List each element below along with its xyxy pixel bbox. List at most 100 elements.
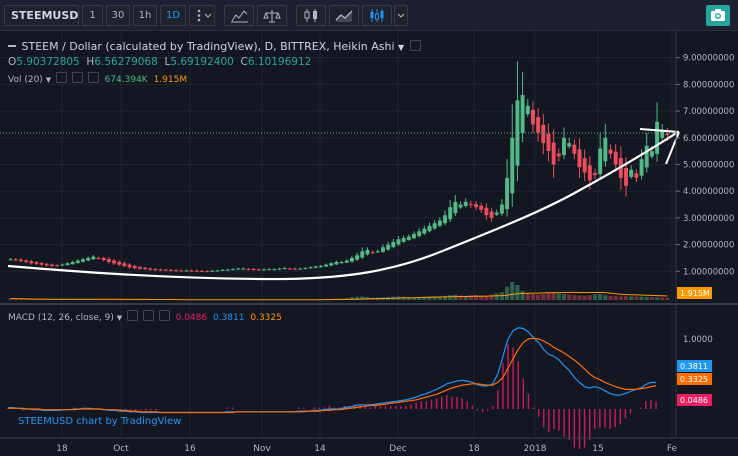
more-vert-icon bbox=[197, 9, 212, 22]
line-chart-button[interactable] bbox=[329, 5, 359, 26]
volume-legend: Vol (20) ▼ 674.394K 1.915M bbox=[8, 72, 187, 85]
more-intervals-button[interactable] bbox=[189, 5, 215, 26]
volume-bar bbox=[468, 295, 473, 300]
candle-body bbox=[101, 257, 106, 261]
volume-bar bbox=[24, 299, 29, 300]
volume-close-icon[interactable] bbox=[87, 72, 99, 83]
candle-body bbox=[267, 269, 272, 271]
candle-body bbox=[60, 264, 65, 266]
candle-body bbox=[629, 169, 634, 177]
volume-bar bbox=[355, 296, 360, 300]
macd-line-badge-bg bbox=[677, 360, 712, 372]
candle-body bbox=[199, 270, 204, 272]
macd-signal-value: 0.3325 bbox=[250, 313, 282, 323]
candle-body bbox=[34, 262, 39, 264]
candle-body bbox=[293, 268, 298, 270]
indicators-button[interactable] bbox=[257, 5, 287, 26]
chart-canvas[interactable]: 9.00000000 8.00000000 7.00000000 6.00000000… bbox=[0, 31, 738, 456]
candle-body bbox=[463, 201, 468, 207]
volume-bar bbox=[644, 297, 649, 300]
chevron-down-icon bbox=[397, 13, 405, 18]
volume-bar bbox=[530, 294, 536, 300]
candle-body bbox=[562, 137, 566, 155]
indicators-icon bbox=[263, 10, 281, 23]
macd-signal-line bbox=[8, 337, 657, 414]
price-tick-label: 7.00000000 bbox=[683, 107, 734, 117]
candle-body bbox=[122, 263, 127, 266]
volume-bar bbox=[484, 295, 489, 300]
candle-body bbox=[55, 265, 60, 267]
candle-body bbox=[474, 204, 479, 208]
volume-bar bbox=[29, 299, 34, 300]
candles-icon bbox=[304, 9, 317, 22]
volume-bar bbox=[639, 296, 644, 300]
candle-body bbox=[458, 204, 463, 208]
series-menu-icon[interactable]: ▼ bbox=[398, 43, 405, 52]
interval-1h-button[interactable]: 1h bbox=[133, 5, 157, 26]
volume-eye-icon[interactable] bbox=[55, 72, 67, 83]
collapse-icon[interactable] bbox=[8, 42, 18, 50]
volume-bar bbox=[417, 297, 422, 300]
volume-bar bbox=[665, 297, 670, 300]
candle-body bbox=[443, 215, 447, 224]
candle-body bbox=[448, 207, 453, 220]
candle-body bbox=[215, 270, 220, 272]
candle-body bbox=[593, 172, 597, 176]
macd-signal-badge: 0.3325 bbox=[680, 375, 708, 384]
time-tick-label: Dec bbox=[389, 444, 406, 454]
candle-body bbox=[143, 267, 148, 270]
candle-body bbox=[355, 255, 360, 260]
candle-body bbox=[96, 257, 101, 259]
heikin-ashi-button[interactable] bbox=[362, 5, 392, 26]
macd-tick-label: 1.0000 bbox=[683, 335, 713, 345]
symbol-search-button[interactable]: STEEMUSD bbox=[4, 5, 79, 26]
macd-close-icon[interactable] bbox=[158, 310, 170, 321]
candle-body bbox=[644, 145, 649, 168]
candle-body bbox=[391, 241, 396, 248]
candles-button[interactable] bbox=[296, 5, 326, 26]
tradingview-credit-link[interactable]: STEEMUSD chart by TradingView bbox=[18, 416, 182, 427]
interval-30-button[interactable]: 30 bbox=[106, 5, 130, 26]
series-settings-icon[interactable] bbox=[409, 40, 421, 51]
interval-1d-button[interactable]: 1D bbox=[160, 5, 186, 26]
macd-eye-icon[interactable] bbox=[126, 310, 138, 321]
candle-body bbox=[231, 269, 235, 271]
candle-body bbox=[660, 129, 665, 138]
candle-body bbox=[148, 268, 153, 270]
volume-menu-icon[interactable]: ▼ bbox=[45, 76, 52, 84]
candle-body bbox=[432, 223, 437, 229]
volume-bar bbox=[634, 296, 639, 300]
ohlc-legend: O5.90372805 H6.56279068 L5.69192400 C6.1… bbox=[8, 56, 311, 68]
volume-bar bbox=[499, 292, 504, 300]
candle-body bbox=[318, 265, 323, 268]
interval-1-button[interactable]: 1 bbox=[82, 5, 103, 26]
macd-menu-icon[interactable]: ▼ bbox=[116, 314, 123, 322]
price-tick-label: 3.00000000 bbox=[683, 214, 734, 224]
chart-type-dropdown[interactable] bbox=[394, 5, 408, 26]
candle-body bbox=[525, 105, 530, 115]
snapshot-button[interactable] bbox=[706, 5, 730, 26]
macd-settings-icon[interactable] bbox=[142, 310, 154, 321]
price-tick-label: 5.00000000 bbox=[683, 160, 734, 170]
camera-icon bbox=[711, 9, 725, 21]
volume-bar bbox=[39, 299, 44, 300]
volume-value: 674.394K bbox=[104, 75, 148, 85]
compare-button[interactable] bbox=[224, 5, 254, 26]
candle-body bbox=[577, 149, 582, 168]
candle-body bbox=[551, 142, 556, 165]
volume-bar bbox=[582, 295, 587, 300]
price-series bbox=[8, 61, 670, 273]
time-tick-label: Nov bbox=[253, 444, 271, 454]
candle-body bbox=[530, 109, 535, 125]
volume-settings-icon[interactable] bbox=[71, 72, 83, 83]
candle-body bbox=[49, 264, 54, 266]
high-key: H bbox=[86, 56, 95, 68]
time-tick-label: 18 bbox=[56, 444, 68, 454]
candle-body bbox=[112, 260, 116, 264]
volume-bar bbox=[463, 295, 468, 300]
volume-label: Vol (20) bbox=[8, 75, 43, 85]
candle-body bbox=[8, 259, 13, 261]
macd-hist-value: 0.0486 bbox=[175, 313, 208, 323]
candle-body bbox=[127, 264, 132, 268]
candle-body bbox=[210, 270, 215, 272]
